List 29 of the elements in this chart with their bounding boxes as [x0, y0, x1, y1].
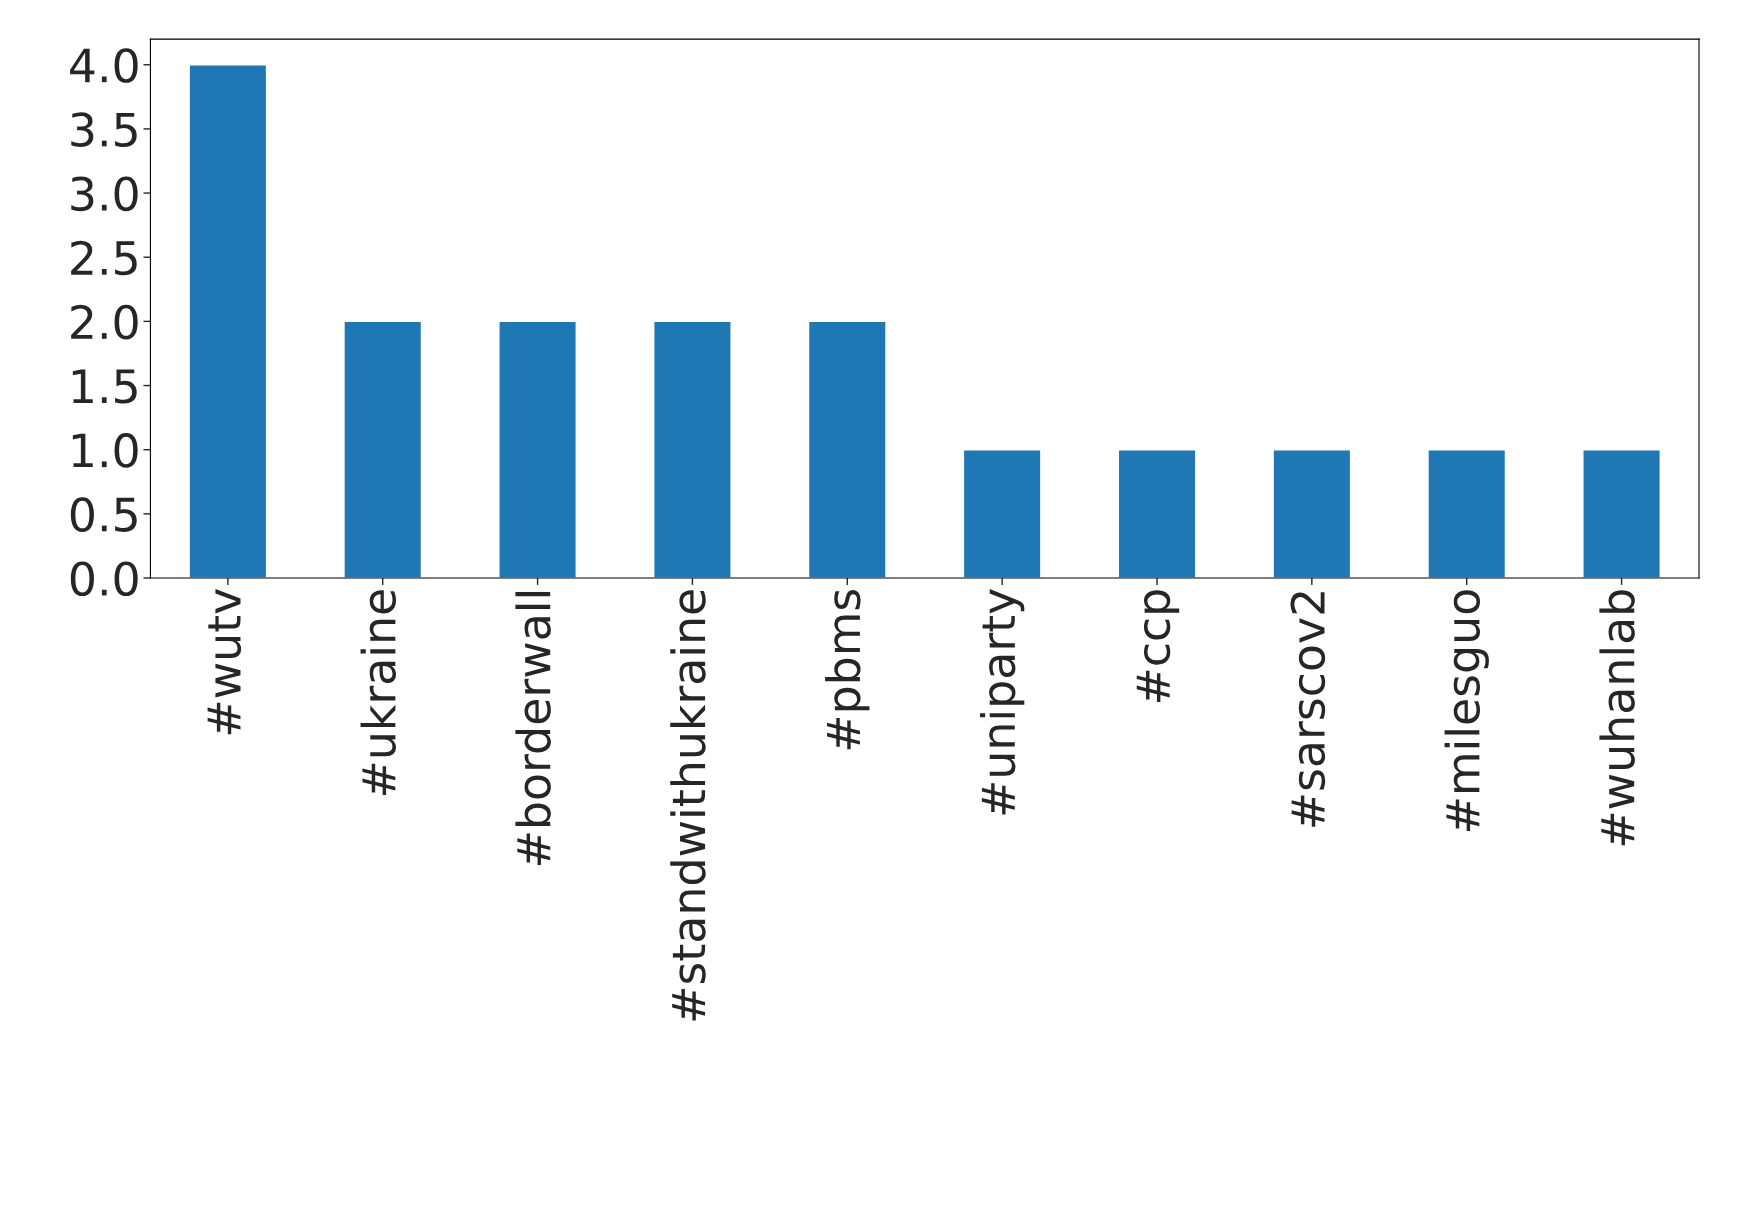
y-tick-label: 0.0 — [70, 561, 138, 597]
bar — [807, 320, 887, 579]
bar — [498, 320, 577, 579]
x-tick-label: #wutv — [207, 589, 242, 735]
x-tick-label: #ccp — [1136, 590, 1180, 703]
x-tick-label: #pbms — [825, 589, 870, 750]
bar — [653, 320, 732, 579]
y-tick-label: 0.5 — [70, 497, 137, 532]
x-tick-label: #ukraine — [360, 590, 397, 796]
y-tick-label: 1.0 — [72, 433, 138, 468]
y-tick-label: 2.0 — [71, 304, 138, 340]
bar — [1427, 449, 1507, 579]
x-tick-label: #sarscov2 — [1290, 592, 1326, 827]
x-tick-label: #borderwall — [515, 592, 551, 865]
x-tick-label: #wuhanlab — [1599, 590, 1635, 846]
bar — [962, 449, 1042, 579]
bar — [188, 64, 268, 579]
x-tick-label: #uniparty — [979, 589, 1025, 815]
bar — [1582, 449, 1661, 579]
y-tick-label: 3.0 — [71, 176, 138, 212]
y-tick-label: 1.5 — [72, 369, 137, 404]
bar — [1272, 449, 1352, 579]
bar — [1117, 449, 1197, 579]
y-tick-label: 2.5 — [71, 240, 137, 276]
bar — [343, 320, 423, 579]
x-tick-label: #milesguo — [1444, 590, 1489, 831]
y-tick-label: 4.0 — [70, 48, 138, 83]
x-tick-label: #standwithukraine — [670, 590, 706, 1021]
y-tick-label: 3.5 — [71, 112, 137, 147]
